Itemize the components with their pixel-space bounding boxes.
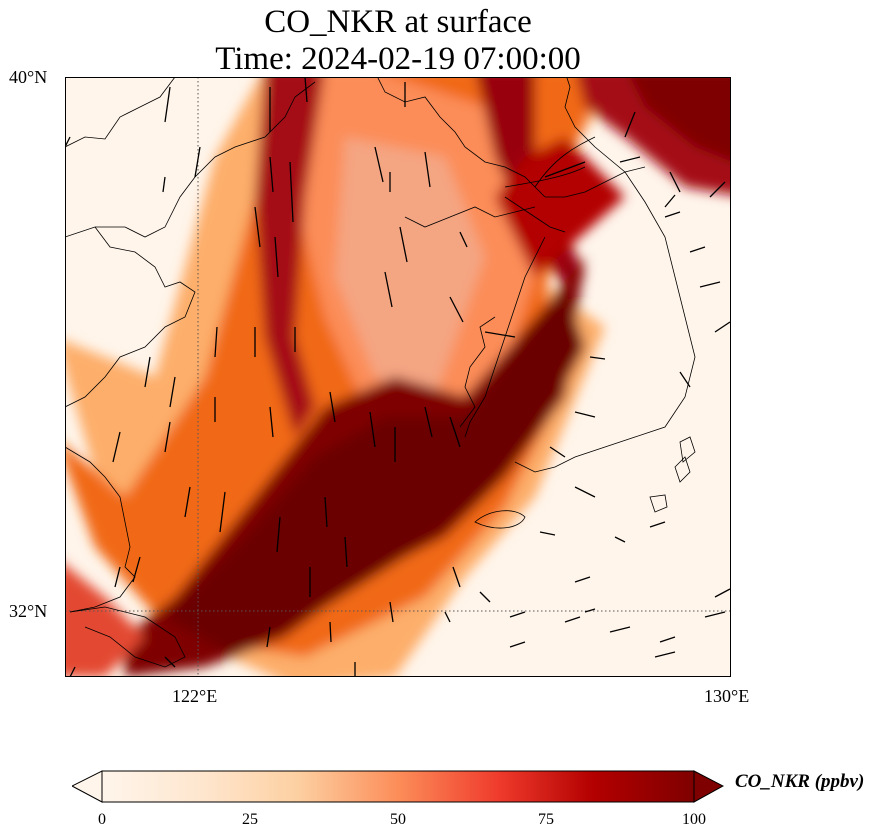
colorbar-tick: 100 xyxy=(682,811,706,828)
colorbar-tick: 25 xyxy=(242,811,258,828)
map-title: CO_NKR at surface xyxy=(264,4,532,40)
colorbar xyxy=(70,770,725,803)
concentration-map xyxy=(65,77,731,677)
lon-label-130e: 130°E xyxy=(704,686,750,706)
colorbar-tick: 75 xyxy=(538,811,554,828)
lat-label-32n: 32°N xyxy=(9,601,48,621)
colorbar-max-extend xyxy=(693,770,725,803)
lon-label-122e: 122°E xyxy=(172,686,218,706)
gridlines xyxy=(65,77,731,677)
colorbar-tick: 0 xyxy=(98,811,106,828)
colorbar-tick: 50 xyxy=(390,811,406,828)
wind-vectors xyxy=(65,77,731,677)
co-concentration-field xyxy=(65,77,731,677)
map-subtitle-time: Time: 2024-02-19 07:00:00 xyxy=(215,41,581,77)
colorbar-label: CO_NKR (ppbv) xyxy=(735,771,865,792)
coastlines xyxy=(65,77,696,668)
lat-label-40n: 40°N xyxy=(9,67,48,87)
colorbar-min-extend xyxy=(70,770,103,803)
map-plot-area xyxy=(65,77,731,677)
colorbar-gradient xyxy=(70,770,725,803)
